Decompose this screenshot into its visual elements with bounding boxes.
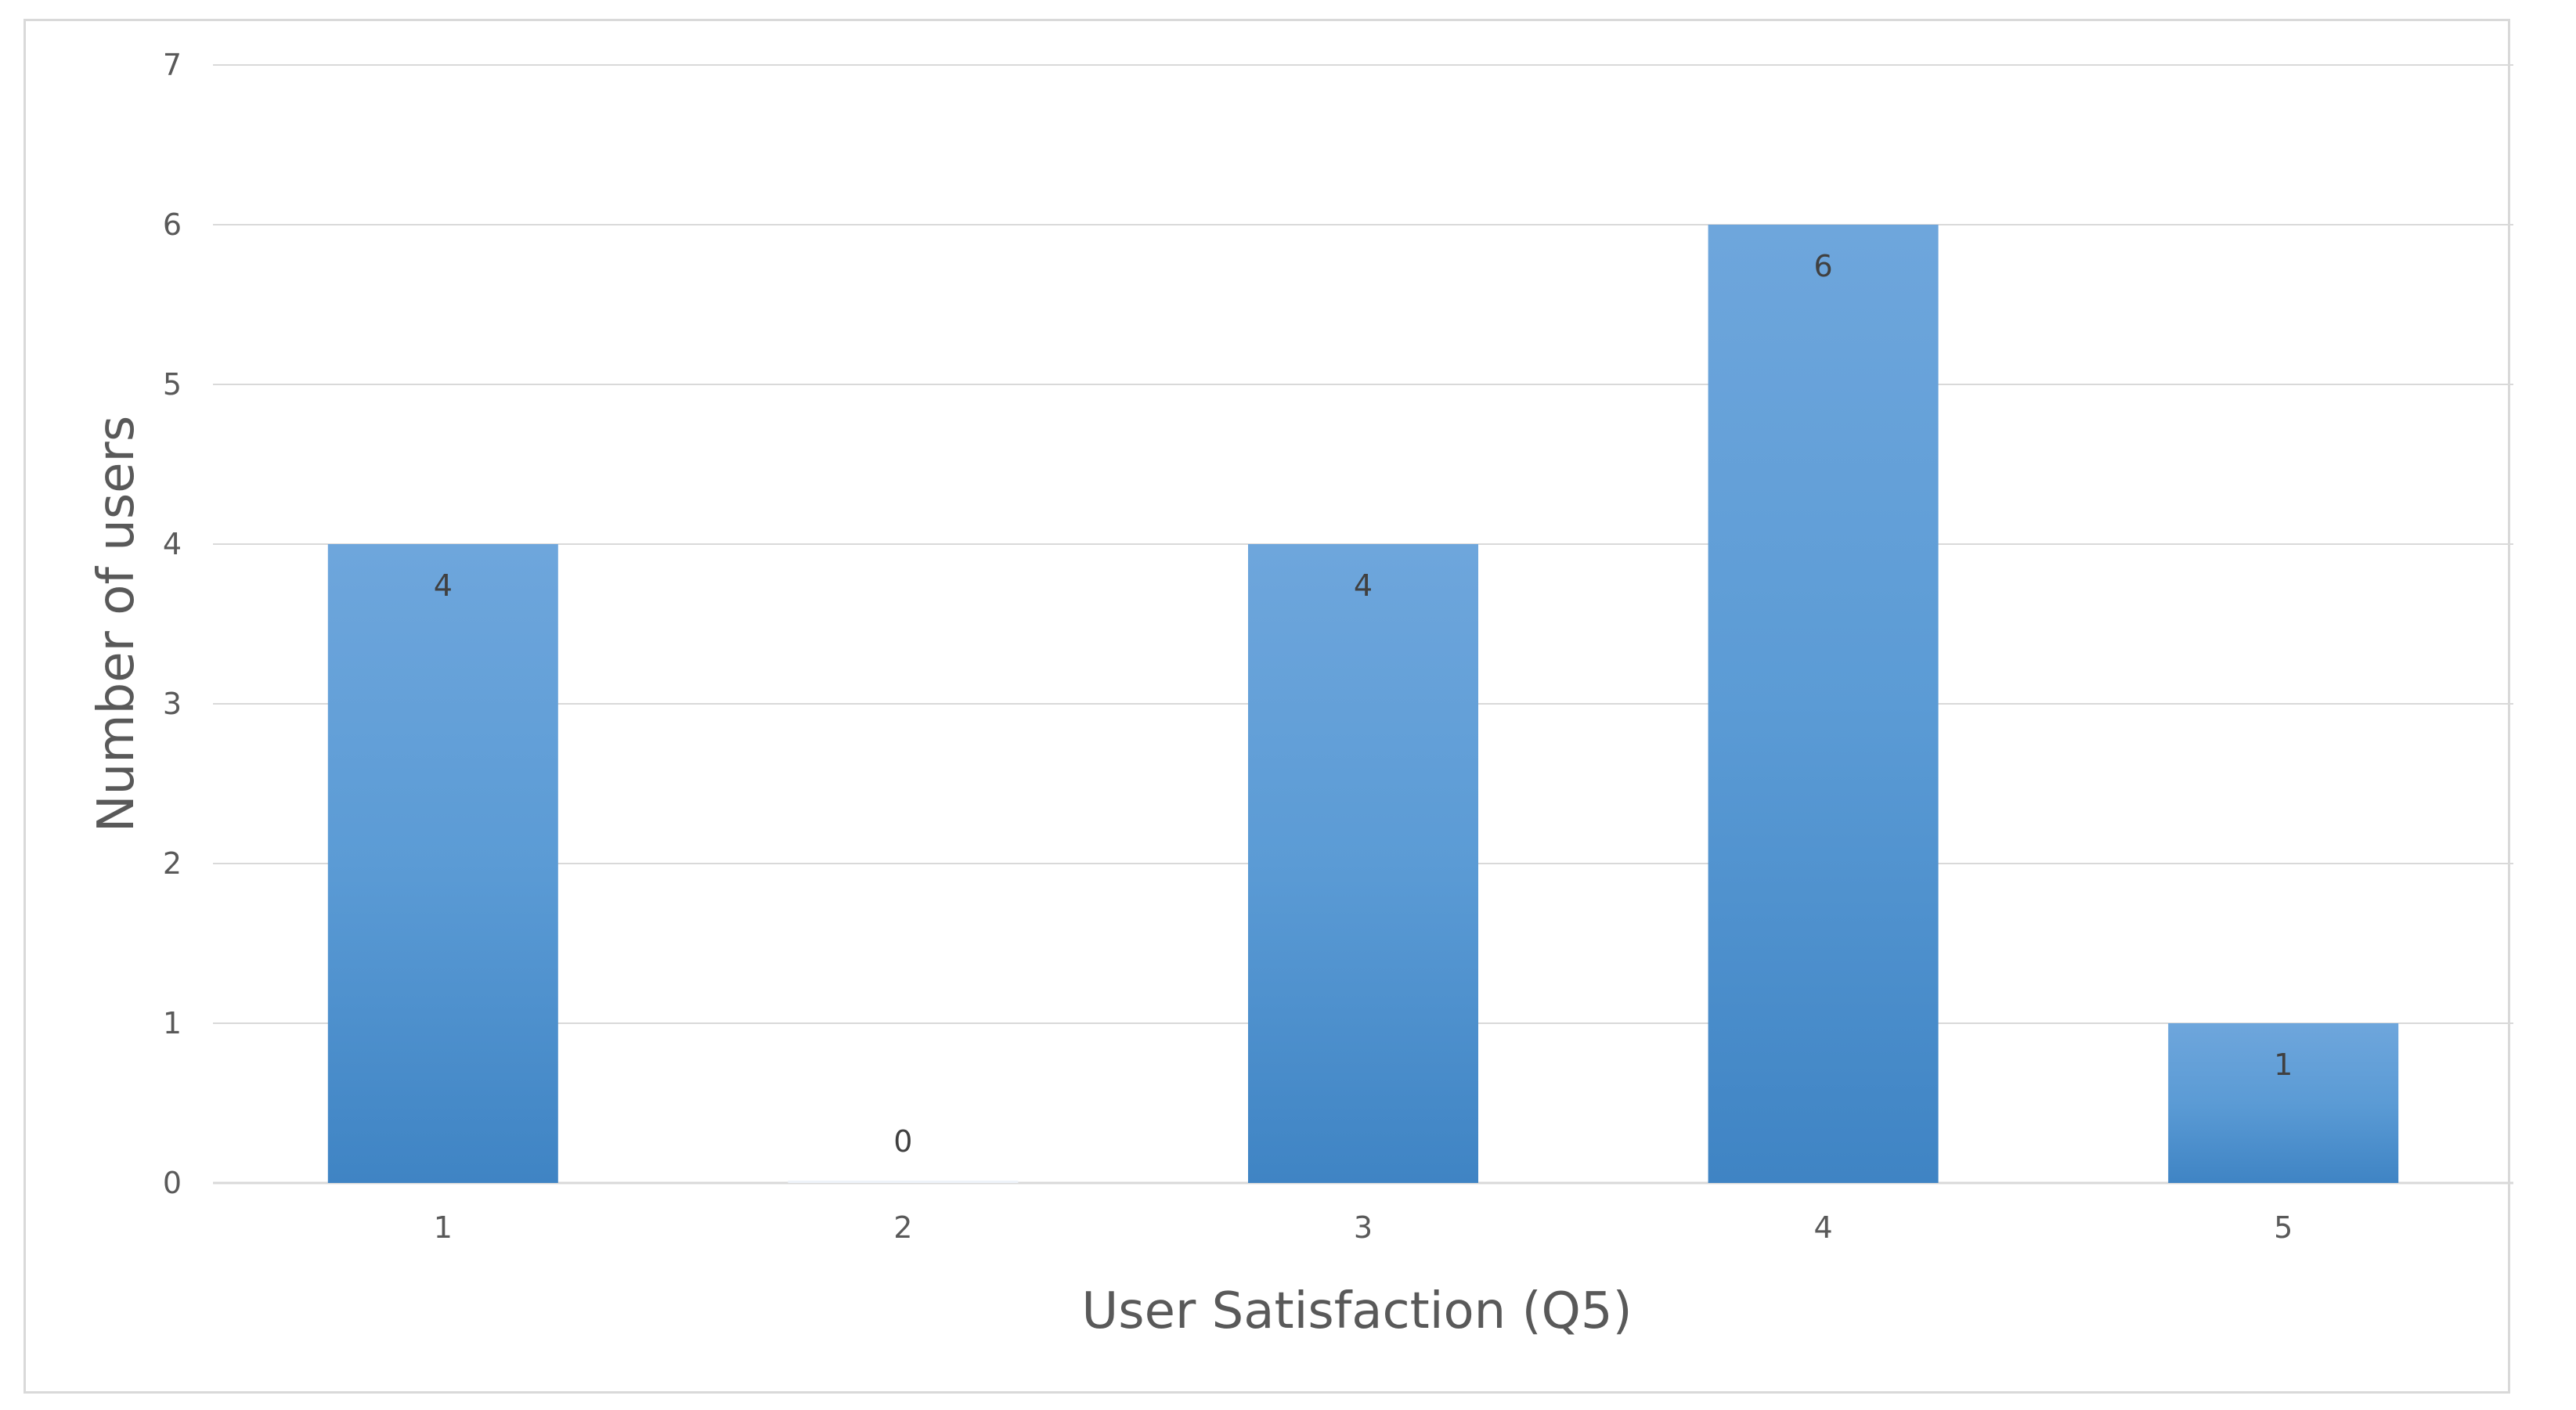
x-tick-label: 1	[434, 1210, 453, 1245]
data-label-2: 0	[893, 1124, 912, 1159]
bars	[327, 225, 2399, 1183]
data-labels: 4 0 4 6 1	[434, 249, 2293, 1159]
x-axis-title: User Satisfaction (Q5)	[1081, 1282, 1632, 1340]
x-axis-ticks: 1 2 3 4 5	[434, 1210, 2293, 1245]
x-tick-label: 4	[1814, 1210, 1833, 1245]
y-tick-label: 0	[163, 1166, 182, 1200]
data-label-4: 6	[1814, 249, 1833, 283]
y-tick-label: 5	[163, 367, 182, 402]
data-label-1: 4	[434, 568, 453, 603]
bar-4	[1708, 225, 1939, 1183]
data-label-3: 4	[1354, 568, 1373, 603]
y-tick-label: 1	[163, 1006, 182, 1040]
bar-2	[788, 1181, 1019, 1183]
y-tick-label: 6	[163, 207, 182, 242]
y-tick-label: 3	[163, 687, 182, 721]
y-tick-label: 2	[163, 846, 182, 881]
data-label-5: 1	[2274, 1048, 2293, 1082]
y-tick-label: 7	[163, 48, 182, 82]
x-tick-label: 3	[1354, 1210, 1373, 1245]
y-axis-title: Number of users	[88, 416, 146, 832]
y-axis-ticks: 0 1 2 3 4 5 6 7	[163, 48, 182, 1200]
bar-1	[327, 544, 558, 1183]
bar-3	[1248, 544, 1478, 1183]
bar-5	[2168, 1023, 2399, 1183]
x-tick-label: 5	[2274, 1210, 2293, 1245]
x-tick-label: 2	[893, 1210, 912, 1245]
y-tick-label: 4	[163, 527, 182, 561]
